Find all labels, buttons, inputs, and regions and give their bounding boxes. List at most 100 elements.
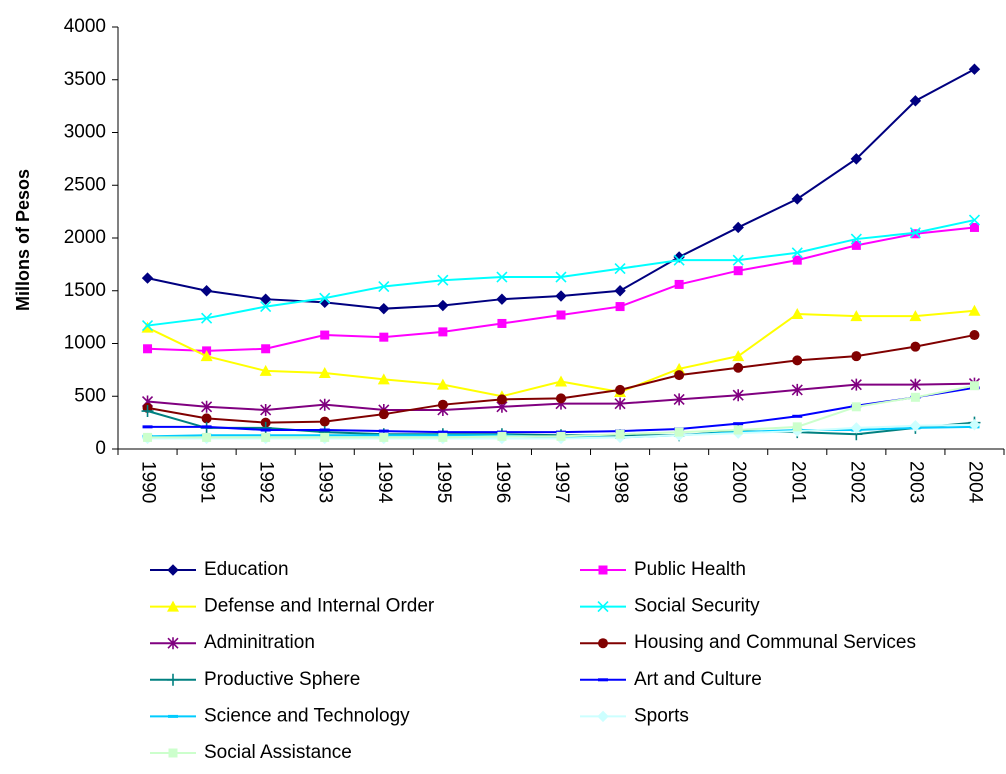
- legend-marker: [167, 564, 179, 576]
- marker: [378, 429, 389, 433]
- legend-label: Art and Culture: [634, 669, 762, 690]
- marker: [909, 420, 922, 432]
- legend-marker: [167, 673, 179, 686]
- x-tick-label: 1998: [610, 461, 631, 503]
- marker: [673, 362, 686, 374]
- marker: [732, 254, 744, 266]
- marker: [968, 304, 981, 316]
- x-tick-label: 2001: [787, 461, 808, 503]
- legend-marker: [598, 565, 608, 575]
- legend-label: Social Assistance: [204, 742, 352, 763]
- marker: [379, 432, 389, 442]
- x-tick-label: 1996: [492, 461, 513, 503]
- y-tick-label: 500: [74, 385, 106, 406]
- marker: [969, 222, 979, 232]
- marker: [259, 421, 272, 434]
- x-tick-label: 2000: [728, 461, 749, 503]
- legend-item: Defense and Internal Order: [150, 596, 435, 617]
- marker: [496, 394, 507, 405]
- x-tick-label: 1994: [374, 461, 395, 504]
- marker: [201, 400, 213, 413]
- marker: [320, 330, 330, 340]
- y-tick-label: 3000: [64, 122, 106, 143]
- marker: [792, 414, 803, 418]
- x-tick-label: 1997: [551, 461, 572, 503]
- marker: [201, 425, 212, 429]
- x-tick-label: 1990: [138, 461, 159, 503]
- series: [143, 381, 979, 442]
- legend-item: Productive Sphere: [150, 669, 360, 690]
- marker: [141, 321, 154, 333]
- y-tick-label: 2000: [64, 227, 106, 248]
- marker: [200, 285, 213, 297]
- y-tick-label: 1500: [64, 280, 106, 301]
- marker: [378, 280, 390, 293]
- marker: [733, 362, 744, 373]
- marker: [969, 330, 980, 341]
- marker: [732, 350, 745, 362]
- series: [143, 222, 979, 356]
- marker: [319, 428, 330, 432]
- marker: [851, 351, 862, 362]
- series: [141, 214, 981, 332]
- marker: [614, 397, 626, 410]
- marker: [319, 416, 330, 427]
- legend-item: Education: [150, 559, 289, 580]
- x-tick-label: 2004: [964, 461, 985, 504]
- marker: [968, 419, 981, 431]
- marker: [200, 350, 213, 362]
- legend-marker: [168, 714, 178, 718]
- legend-label: Sports: [634, 705, 689, 726]
- marker: [496, 293, 508, 305]
- marker: [556, 431, 566, 441]
- marker: [791, 193, 803, 205]
- marker: [791, 307, 804, 319]
- marker: [674, 279, 684, 289]
- legend-label: Social Security: [634, 596, 760, 617]
- marker: [850, 233, 862, 245]
- marker: [614, 285, 626, 297]
- marker: [792, 255, 802, 265]
- legend-label: Defense and Internal Order: [204, 596, 435, 617]
- marker: [377, 373, 390, 385]
- marker: [851, 402, 861, 412]
- marker: [497, 431, 507, 441]
- marker: [674, 427, 684, 437]
- marker: [497, 318, 507, 328]
- legend-marker: [597, 710, 609, 723]
- marker: [674, 370, 685, 381]
- legend-marker: [598, 678, 608, 682]
- legend-label: Housing and Communal Services: [634, 632, 916, 653]
- marker: [259, 293, 272, 305]
- marker: [437, 299, 449, 312]
- marker: [910, 341, 921, 352]
- legend-marker: [597, 601, 609, 613]
- legend-label: Adminitration: [204, 632, 315, 653]
- legend-item: Sports: [580, 705, 689, 726]
- marker: [379, 332, 389, 342]
- y-tick-label: 3500: [64, 69, 106, 90]
- marker: [141, 319, 154, 332]
- marker: [732, 389, 744, 402]
- marker: [438, 327, 448, 337]
- marker: [378, 409, 389, 420]
- series-line: [147, 68, 975, 310]
- marker: [142, 425, 153, 429]
- y-axis-title: Millons of Pesos: [13, 169, 33, 311]
- marker: [319, 398, 331, 411]
- y-tick-label: 4000: [64, 16, 106, 37]
- marker: [850, 310, 863, 322]
- marker: [319, 292, 331, 304]
- series-line: [147, 226, 975, 352]
- x-tick-label: 1995: [433, 461, 454, 503]
- legend-item: Adminitration: [150, 632, 315, 653]
- legend-item: Public Health: [580, 559, 746, 580]
- series-line: [147, 219, 975, 327]
- marker: [969, 381, 979, 391]
- marker: [260, 403, 272, 416]
- marker: [556, 310, 566, 320]
- legend-item: Housing and Communal Services: [580, 632, 916, 653]
- marker: [143, 344, 153, 354]
- x-tick-label: 1991: [197, 461, 218, 503]
